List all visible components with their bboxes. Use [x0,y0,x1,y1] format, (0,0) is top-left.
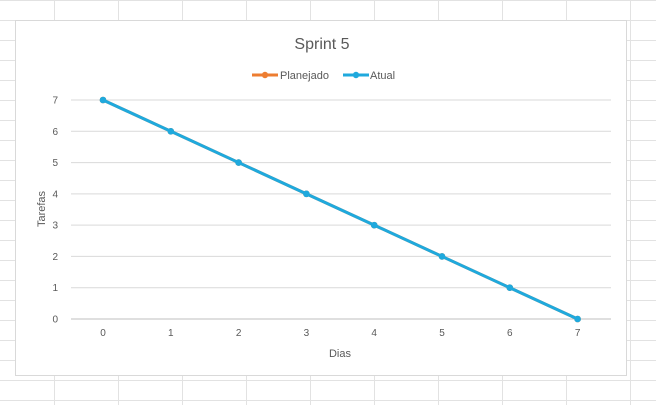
x-tick-label-1: 1 [168,328,174,339]
data-point-atual-3[interactable] [303,190,310,198]
x-tick-label-6: 6 [507,328,513,339]
chart-area[interactable]: Sprint 5 Planejado Atual 0 1 2 3 4 5 6 7 0 1 2 3 4 5… [15,20,627,376]
x-tick-label-0: 0 [100,328,106,339]
x-tick-label-7: 7 [575,328,581,339]
y-axis-ticks: 0 1 2 3 4 5 6 7 [52,96,58,326]
line-chart: Sprint 5 Planejado Atual 0 1 2 3 4 5 6 7 0 1 2 3 4 5… [36,36,611,360]
gridlines [71,99,611,320]
y-tick-label-7: 7 [52,96,58,107]
x-tick-label-3: 3 [304,328,310,339]
x-axis-title[interactable]: Dias [329,348,352,360]
x-tick-label-2: 2 [236,328,242,339]
x-tick-label-5: 5 [439,328,445,339]
legend-label-atual: Atual [370,70,395,82]
y-tick-label-3: 3 [52,221,58,232]
series-line-atual[interactable] [102,98,579,321]
x-tick-label-4: 4 [371,328,377,339]
y-tick-label-2: 2 [52,252,58,263]
legend-label-planejado: Planejado [280,70,329,82]
data-point-atual-1[interactable] [167,127,175,135]
data-point-atual-4[interactable] [370,221,378,229]
chart-title[interactable]: Sprint 5 [294,36,349,53]
plot-area[interactable] [99,96,581,323]
y-tick-label-1: 1 [52,283,58,294]
y-tick-label-6: 6 [52,127,58,138]
data-point-atual-6[interactable] [506,284,514,292]
y-tick-label-0: 0 [52,315,58,326]
y-tick-label-4: 4 [52,189,58,200]
data-point-atual-7[interactable] [574,315,581,323]
legend[interactable]: Planejado Atual [252,70,395,82]
y-tick-label-5: 5 [52,158,58,169]
x-axis-ticks: 0 1 2 3 4 5 6 7 [100,328,581,339]
data-point-atual-5[interactable] [438,253,446,260]
data-point-atual-0[interactable] [99,96,107,104]
data-point-atual-2[interactable] [235,159,242,166]
legend-marker-planejado [261,71,269,79]
y-axis-title[interactable]: Tarefas [36,190,48,227]
legend-marker-atual [352,71,360,79]
